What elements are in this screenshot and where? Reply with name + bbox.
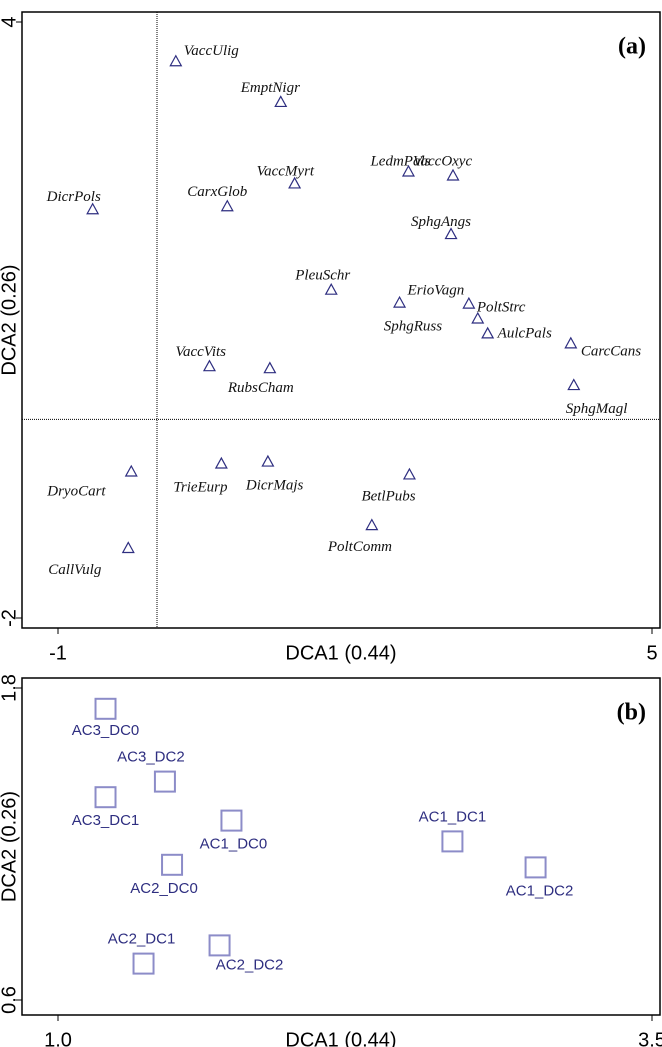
- point-label: SphgMagl: [566, 401, 628, 417]
- point: [567, 378, 581, 391]
- point-label: CarcCans: [581, 343, 641, 359]
- point: [402, 467, 416, 480]
- point-label: AC2_DC0: [130, 880, 198, 897]
- point: [401, 164, 415, 177]
- point: [124, 464, 138, 477]
- point-label: ErioVagn: [407, 283, 465, 299]
- point: [214, 456, 228, 469]
- point-label: DicrMajs: [245, 477, 304, 493]
- point-label: AC2_DC1: [108, 931, 176, 948]
- panel-label: (a): [618, 34, 646, 60]
- point-label: CallVulg: [48, 562, 102, 578]
- point-label: SphgRuss: [384, 318, 443, 334]
- x-tick-label: 5: [646, 642, 657, 664]
- plot-frame: [21, 677, 661, 1016]
- point: [94, 697, 117, 720]
- point-label: SphgAngs: [411, 214, 471, 230]
- point: [121, 541, 135, 554]
- point-label: PoltComm: [327, 539, 392, 555]
- y-axis-label: DCA2 (0.26): [0, 791, 20, 902]
- point: [481, 326, 495, 339]
- point: [288, 176, 302, 189]
- point: [471, 311, 485, 324]
- point-label: AC3_DC1: [72, 812, 140, 829]
- point: [220, 199, 234, 212]
- point: [202, 359, 216, 372]
- point: [462, 296, 476, 309]
- point-label: VaccVits: [175, 344, 226, 360]
- point: [446, 168, 460, 181]
- point: [261, 454, 275, 467]
- point-label: DryoCart: [46, 483, 106, 499]
- point-label: VaccOxyc: [413, 153, 472, 169]
- plot-frame: [21, 11, 661, 629]
- point-label: AC2_DC2: [216, 956, 284, 973]
- x-tick-label: -1: [49, 642, 67, 664]
- point-label: AulcPals: [497, 325, 552, 341]
- point: [274, 95, 288, 108]
- panel-label: (b): [617, 700, 646, 726]
- y-tick-label: 0.6: [0, 986, 20, 1014]
- point-label: VaccMyrt: [257, 163, 315, 179]
- x-tick-label: 1.0: [44, 1029, 72, 1047]
- point-label: PleuSchr: [294, 268, 350, 284]
- point-label: RubsCham: [227, 380, 294, 396]
- x-axis-label: DCA1 (0.44): [285, 1029, 396, 1047]
- point: [208, 934, 231, 957]
- point-label: LedmPals: [369, 153, 430, 169]
- point: [263, 361, 277, 374]
- point-label: AC3_DC0: [72, 722, 140, 739]
- point: [132, 952, 155, 975]
- point: [365, 518, 379, 531]
- point: [444, 227, 458, 240]
- point-label: DicrPols: [46, 189, 101, 205]
- y-tick-label: 4: [0, 16, 20, 27]
- point-label: BetlPubs: [361, 488, 415, 504]
- point-label: PoltStrc: [476, 300, 526, 316]
- y-tick-label: -2: [0, 609, 20, 627]
- x-axis-label: DCA1 (0.44): [285, 642, 396, 664]
- point-label: AC1_DC0: [200, 836, 268, 853]
- point-label: AC1_DC2: [506, 882, 574, 899]
- point-label: VaccUlig: [184, 43, 239, 59]
- point: [94, 786, 117, 809]
- point-label: CarxGlob: [187, 184, 248, 200]
- point: [153, 770, 176, 793]
- point: [441, 830, 464, 853]
- point-label: TrieEurp: [173, 479, 228, 495]
- point: [220, 809, 243, 832]
- point: [324, 282, 338, 295]
- y-tick-label: 1.8: [0, 674, 20, 702]
- point-label: AC1_DC1: [419, 808, 487, 825]
- point: [564, 336, 578, 349]
- point: [393, 295, 407, 308]
- point-label: AC3_DC2: [117, 749, 185, 766]
- point: [524, 856, 547, 879]
- point: [161, 853, 184, 876]
- point: [86, 202, 100, 215]
- y-axis-label: DCA2 (0.26): [0, 264, 20, 375]
- point: [169, 54, 183, 67]
- x-tick-label: 3.5: [638, 1029, 662, 1047]
- point-label: EmptNigr: [240, 80, 300, 96]
